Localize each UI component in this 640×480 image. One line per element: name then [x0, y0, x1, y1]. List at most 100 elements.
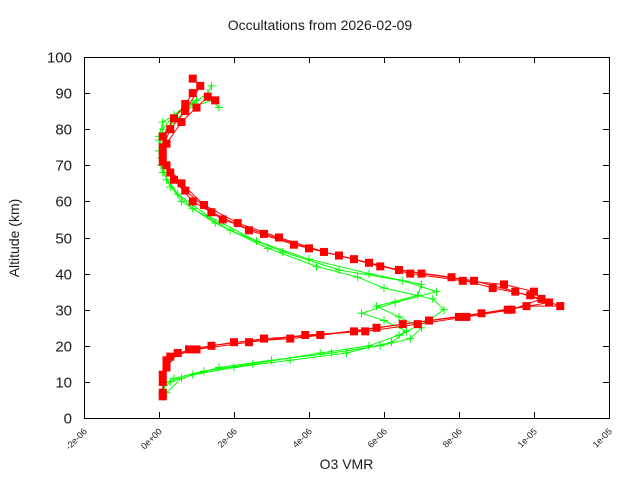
square-marker-icon: [395, 265, 403, 274]
square-marker-icon: [470, 276, 478, 285]
square-marker-icon: [413, 320, 422, 329]
y-tick-label: 30: [55, 303, 72, 320]
plus-marker-icon: [440, 305, 448, 314]
y-tick-label: 50: [55, 231, 72, 248]
square-marker-icon: [245, 338, 253, 347]
square-marker-icon: [530, 287, 538, 296]
plus-marker-icon: [215, 103, 223, 112]
square-marker-icon: [158, 370, 167, 379]
plus-marker-icon: [365, 341, 373, 350]
plus-marker-icon: [188, 204, 197, 213]
x-tick-label: 4e-06: [291, 426, 314, 449]
square-marker-icon: [260, 229, 268, 238]
square-marker-icon: [166, 168, 175, 177]
plus-marker-icon: [380, 316, 388, 325]
y-tick-label: 70: [55, 158, 72, 175]
plus-marker-icon: [230, 363, 238, 372]
square-marker-icon: [488, 284, 497, 293]
square-marker-icon: [192, 103, 201, 112]
square-marker-icon: [158, 132, 167, 141]
plus-marker-icon: [413, 291, 422, 300]
square-marker-icon: [500, 280, 508, 289]
square-marker-icon: [207, 341, 216, 350]
square-marker-icon: [200, 201, 208, 210]
square-marker-icon: [301, 330, 310, 339]
square-marker-icon: [211, 96, 220, 105]
y-tick-label: 40: [55, 267, 72, 284]
chart-title: Occultations from 2026-02-09: [227, 17, 413, 33]
square-marker-icon: [507, 305, 516, 314]
square-marker-icon: [350, 327, 358, 336]
plus-marker-icon: [327, 349, 336, 358]
square-marker-icon: [181, 99, 190, 108]
y-tick-label: 60: [55, 194, 72, 211]
square-marker-icon: [511, 287, 520, 296]
y-tick-label: 20: [55, 339, 72, 356]
square-marker-icon: [290, 240, 298, 249]
square-marker-icon: [522, 302, 531, 311]
square-marker-icon: [192, 345, 201, 354]
square-marker-icon: [417, 269, 426, 278]
plus-marker-icon: [402, 327, 411, 336]
square-marker-icon: [188, 89, 197, 98]
plus-marker-icon: [357, 309, 366, 318]
square-marker-icon: [462, 312, 471, 321]
square-marker-icon: [372, 323, 381, 332]
square-marker-icon: [188, 74, 197, 83]
plus-marker-icon: [278, 247, 287, 256]
square-marker-icon: [173, 349, 182, 358]
plus-marker-icon: [267, 356, 276, 365]
plus-marker-icon: [173, 190, 182, 199]
square-marker-icon: [458, 276, 467, 285]
plus-marker-icon: [207, 81, 216, 90]
square-marker-icon: [233, 219, 242, 228]
square-marker-icon: [275, 233, 283, 242]
square-marker-icon: [158, 143, 167, 152]
square-marker-icon: [158, 150, 167, 159]
y-tick-label: 0: [64, 411, 72, 428]
y-tick-label: 90: [55, 86, 72, 103]
plus-marker-icon: [376, 341, 385, 350]
square-marker-icon: [158, 388, 167, 397]
x-tick-label: 6e-06: [366, 426, 389, 449]
square-marker-icon: [376, 262, 385, 271]
x-tick-label: -2e-06: [63, 426, 88, 451]
plus-marker-icon: [316, 349, 325, 358]
square-marker-icon: [316, 330, 325, 339]
plus-marker-icon: [395, 312, 403, 321]
plus-marker-icon: [215, 363, 223, 372]
square-marker-icon: [218, 215, 227, 224]
square-marker-icon: [230, 338, 238, 347]
square-marker-icon: [196, 81, 205, 90]
x-tick-label: 1e-05: [591, 426, 614, 449]
square-marker-icon: [181, 107, 190, 116]
plus-marker-icon: [312, 262, 321, 271]
square-marker-icon: [185, 345, 193, 354]
square-marker-icon: [425, 316, 433, 325]
y-axis-label: Altitude (km): [6, 198, 22, 278]
plus-marker-icon: [353, 273, 362, 282]
square-marker-icon: [162, 363, 171, 372]
plus-marker-icon: [391, 298, 400, 307]
x-axis-label: O3 VMR: [319, 456, 374, 472]
y-tick-label: 10: [55, 375, 72, 392]
square-marker-icon: [365, 258, 373, 267]
plus-marker-icon: [372, 302, 381, 311]
x-tick-label: 1e-05: [516, 426, 539, 449]
square-marker-icon: [166, 352, 175, 361]
square-marker-icon: [170, 175, 178, 184]
plus-marker-icon: [158, 117, 167, 126]
square-marker-icon: [181, 186, 190, 195]
square-marker-icon: [177, 179, 186, 188]
plus-marker-icon: [417, 280, 426, 289]
square-marker-icon: [203, 92, 212, 101]
square-marker-icon: [361, 327, 370, 336]
square-marker-icon: [170, 114, 178, 123]
plus-marker-icon: [248, 359, 257, 368]
series-line: [162, 78, 543, 383]
plus-marker-icon: [166, 377, 175, 386]
square-marker-icon: [447, 273, 456, 282]
x-tick-label: 0e+00: [139, 426, 164, 451]
square-marker-icon: [320, 247, 328, 256]
